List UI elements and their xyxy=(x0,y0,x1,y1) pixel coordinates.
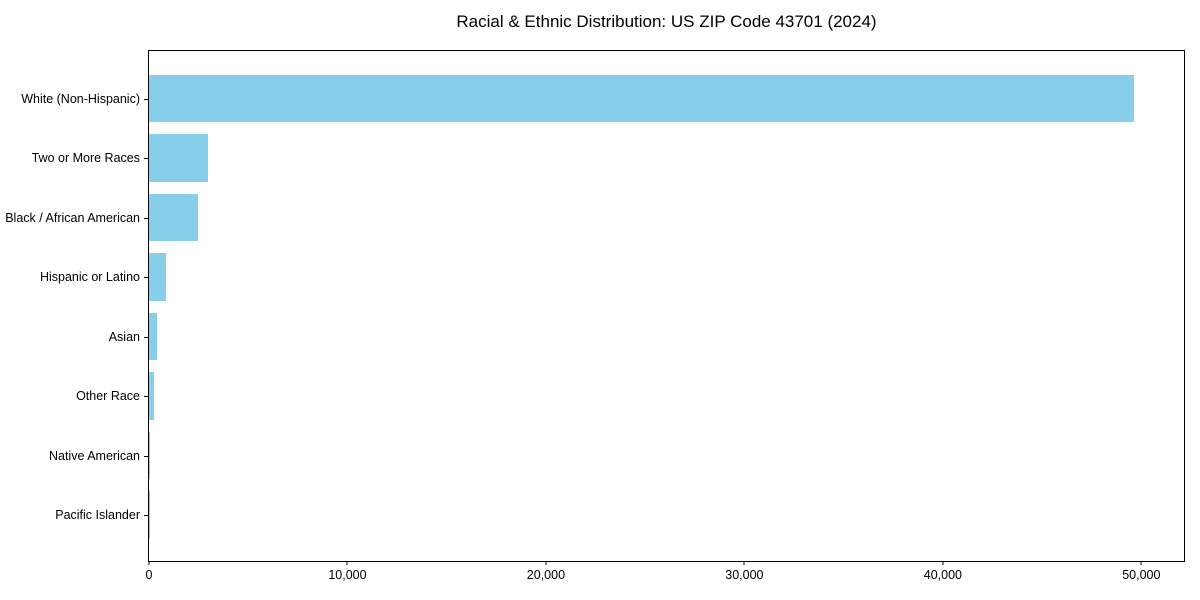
bar xyxy=(149,74,1135,123)
x-tick-label: 10,000 xyxy=(328,568,367,582)
y-axis-label: Asian xyxy=(108,329,140,344)
x-tick xyxy=(1140,561,1142,565)
bar-row: Two or More Races xyxy=(32,129,1184,189)
bar xyxy=(149,312,157,361)
x-tick-label: 20,000 xyxy=(526,568,566,582)
bar xyxy=(149,372,154,420)
x-tick xyxy=(148,561,150,565)
y-axis-label: Two or More Races xyxy=(31,151,140,166)
y-tick xyxy=(144,158,148,160)
x-tick-label: 30,000 xyxy=(725,568,764,582)
bar xyxy=(149,253,167,301)
bar-row: Hispanic or Latino xyxy=(40,248,1184,308)
bar-row: Asian xyxy=(109,307,1184,367)
x-tick-label: 0 xyxy=(145,568,153,582)
y-tick xyxy=(144,277,148,279)
x-tick xyxy=(346,561,348,565)
bar xyxy=(149,193,199,242)
y-axis-label: Black / African American xyxy=(5,210,140,225)
bar-row: White (Non-Hispanic) xyxy=(21,69,1184,129)
bar-row: Pacific Islander xyxy=(55,486,1184,546)
bar xyxy=(149,431,150,480)
bar-row: Black / African American xyxy=(5,188,1184,248)
y-axis-label: Native American xyxy=(48,448,140,463)
y-tick xyxy=(144,515,148,517)
y-axis-label: Other Race xyxy=(76,389,140,404)
y-tick xyxy=(144,336,148,338)
bar-row: Native American xyxy=(49,426,1184,486)
chart-title: Racial & Ethnic Distribution: US ZIP Cod… xyxy=(456,12,877,31)
x-tick xyxy=(942,561,944,565)
x-tick-label: 40,000 xyxy=(923,568,962,582)
y-tick xyxy=(144,455,148,457)
x-tick xyxy=(545,561,547,565)
y-tick xyxy=(144,396,148,398)
y-tick xyxy=(144,98,148,100)
plot-area: White (Non-Hispanic) Two or More Races Bla… xyxy=(5,50,1185,582)
y-tick xyxy=(144,217,148,219)
bar-row: Other Race xyxy=(76,367,1184,427)
bar xyxy=(149,134,208,182)
y-axis-label: Pacific Islander xyxy=(55,508,140,523)
x-tick xyxy=(743,561,745,565)
y-axis-label: White (Non-Hispanic) xyxy=(21,91,140,106)
y-axis-label: Hispanic or Latino xyxy=(39,270,140,285)
x-tick-label: 50,000 xyxy=(1122,568,1161,582)
